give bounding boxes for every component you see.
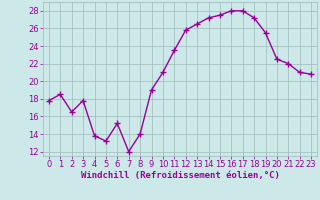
X-axis label: Windchill (Refroidissement éolien,°C): Windchill (Refroidissement éolien,°C) [81, 171, 279, 180]
